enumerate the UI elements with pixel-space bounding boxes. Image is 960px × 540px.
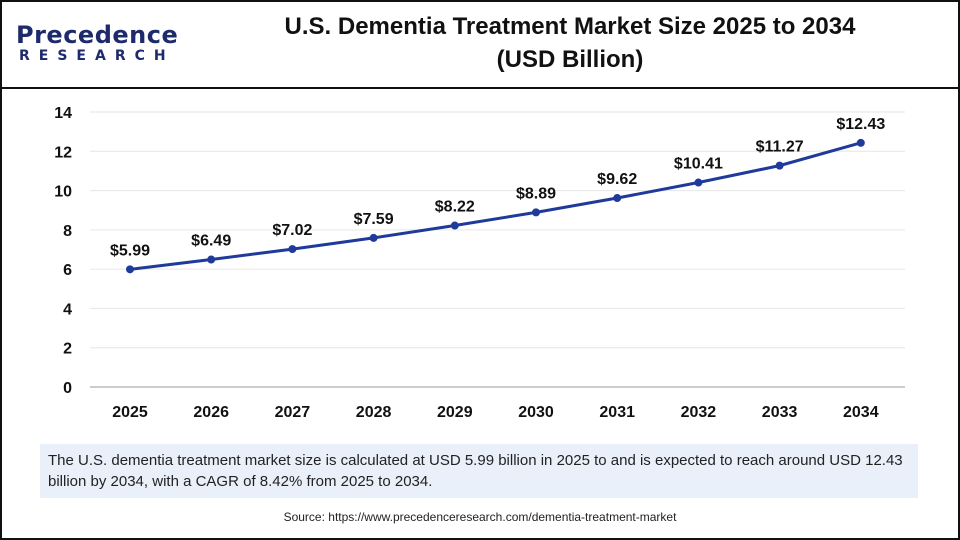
y-tick-label: 0 [63,380,72,397]
y-tick-label: 8 [63,223,72,240]
data-point [856,138,865,147]
data-point [369,233,378,242]
logo-line1: Precedence [16,21,179,49]
data-label: $5.99 [110,242,150,259]
title-line2: (USD Billion) [496,46,644,73]
data-point [207,255,216,264]
summary-note: The U.S. dementia treatment market size … [40,444,918,498]
y-tick-label: 6 [63,262,72,279]
y-tick-label: 2 [63,341,72,358]
header-divider [0,87,960,89]
x-tick-label: 2032 [681,404,717,421]
x-tick-label: 2029 [437,404,473,421]
data-label: $7.59 [354,211,394,228]
data-label: $9.62 [597,171,637,188]
source-text: Source: https://www.precedenceresearch.c… [283,510,677,524]
x-tick-label: 2030 [518,404,554,421]
data-point [694,178,703,187]
data-point [450,221,459,230]
x-tick-label: 2031 [599,404,635,421]
x-tick-label: 2028 [356,404,392,421]
data-label: $10.41 [674,156,723,173]
series-line [129,141,862,271]
x-tick-label: 2033 [762,404,798,421]
y-tick-label: 12 [54,144,72,161]
x-tick-label: 2026 [193,404,229,421]
data-point [532,208,540,217]
data-label: $11.27 [756,139,804,156]
chart-title: U.S. Dementia Treatment Market Size 2025… [240,10,900,76]
logo: Precedence RESEARCH [16,22,178,64]
data-point [126,265,134,274]
data-point [288,245,297,254]
data-label: $6.49 [191,233,231,250]
data-label: $12.43 [836,116,885,133]
x-tick-label: 2034 [843,404,879,421]
y-tick-label: 14 [54,105,72,122]
logo-line2: RESEARCH [19,48,175,64]
y-tick-label: 10 [54,184,72,201]
data-label: $7.02 [272,222,312,239]
data-label: $8.22 [435,199,475,216]
data-label: $8.89 [516,185,556,202]
x-tick-label: 2025 [112,404,148,421]
data-point [775,161,784,170]
data-point [613,194,622,203]
y-tick-label: 4 [63,301,72,318]
x-tick-label: 2027 [275,404,311,421]
title-line1: U.S. Dementia Treatment Market Size 2025… [284,13,856,40]
